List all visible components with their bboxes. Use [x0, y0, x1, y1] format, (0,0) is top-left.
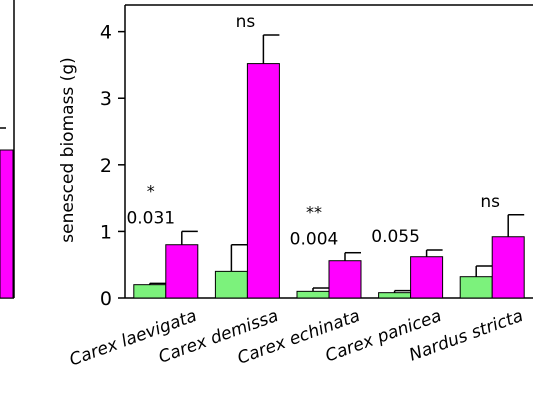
bars	[133, 34, 525, 299]
bar-green-2	[296, 290, 330, 299]
y-tick-label: 4	[100, 22, 112, 44]
bar-magenta-1	[246, 63, 280, 299]
y-tick-label: 0	[100, 288, 112, 310]
significance-label: ns	[480, 192, 500, 212]
plot-area: 0 1 2 3 4 0.031 * ns 0.004 ** 0.055 ns Carex laevi…	[67, 4, 533, 371]
significance-annotations: 0.031 * ns 0.004 ** 0.055 ns	[126, 12, 500, 250]
p-value-label: 0.031	[126, 208, 175, 228]
y-ticks: 0 1 2 3 4	[100, 22, 125, 310]
significance-label: **	[306, 203, 322, 222]
bar-magenta-0	[165, 244, 199, 299]
bar-magenta-2	[328, 260, 362, 299]
left-panel-fragment	[0, 0, 15, 299]
bar-green-4	[459, 276, 493, 299]
y-tick-label: 2	[100, 155, 112, 177]
y-axis-label: senesced biomass (g)	[58, 57, 78, 242]
y-tick-label: 3	[100, 88, 112, 110]
bar-green-0	[133, 284, 167, 299]
significance-label: ns	[236, 12, 256, 32]
p-value-label: 0.004	[290, 230, 339, 250]
bar-magenta-4	[491, 236, 525, 299]
bar-magenta-3	[410, 256, 444, 299]
y-tick-label: 1	[100, 221, 112, 243]
p-value-label: 0.055	[371, 227, 420, 247]
significance-label: *	[147, 181, 155, 200]
left-panel-bar	[0, 149, 14, 299]
bar-green-3	[378, 292, 412, 299]
bar-green-1	[214, 270, 248, 299]
